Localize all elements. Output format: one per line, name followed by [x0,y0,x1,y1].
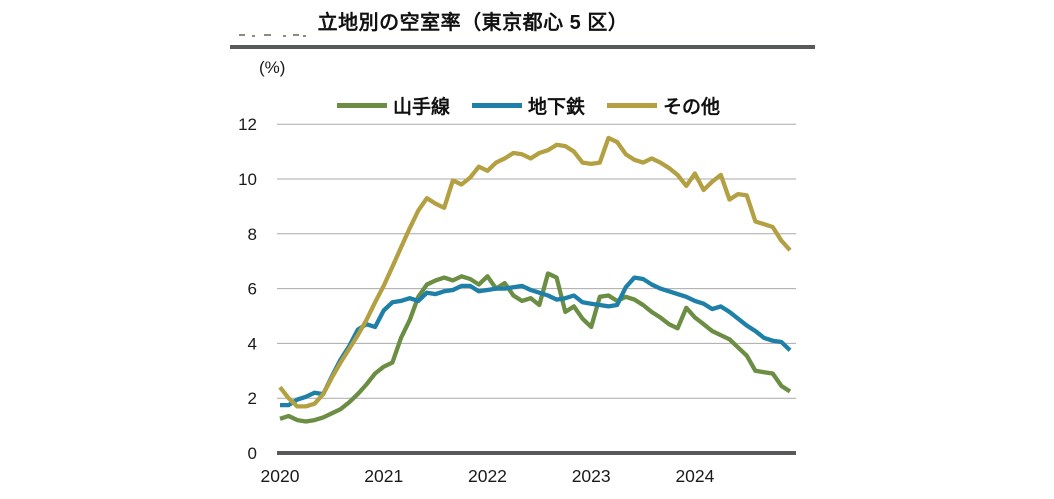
y-axis-unit-label: (%) [259,58,286,77]
series-line-sonota [278,135,792,409]
y-axis-tick-label: 4 [248,334,257,353]
x-axis-tick-label: 2022 [468,466,507,486]
chart-title: 立地別の空室率（東京都心 5 区） [317,12,629,34]
legend-swatch-chikatetsu [472,103,523,108]
artifact-mark [239,34,245,36]
x-axis-tick-label: 2024 [675,466,714,486]
legend-item-sonota: その他 [607,92,720,119]
chart-legend: 山手線 地下鉄 その他 [337,92,720,119]
y-axis-tick-label: 6 [248,280,257,299]
series-line-yamanote [279,271,792,424]
legend-swatch-sonota [607,103,658,108]
legend-swatch-yamanote [337,103,387,108]
legend-item-chikatetsu: 地下鉄 [472,92,585,119]
y-axis-tick-label: 12 [238,115,257,134]
y-axis-tick-label: 8 [248,225,257,244]
artifact-mark [252,35,255,37]
x-axis-tick-label: 2020 [261,466,300,486]
x-axis-tick-label: 2023 [572,466,611,486]
title-divider-rule [230,45,815,49]
artifact-mark [293,34,299,36]
legend-item-yamanote: 山手線 [337,92,450,119]
y-axis-tick-label: 2 [248,389,257,408]
artifact-mark [303,35,306,37]
artifact-mark [264,34,271,36]
legend-label-yamanote: 山手線 [393,97,451,118]
series-line-chikatetsu [280,275,792,408]
y-axis-tick-label: 10 [238,170,257,189]
y-axis-tick-label: 0 [248,444,257,463]
x-axis-tick-label: 2021 [364,466,403,486]
artifact-mark [283,35,286,37]
legend-label-chikatetsu: 地下鉄 [528,97,586,118]
legend-label-sonota: その他 [663,97,721,118]
